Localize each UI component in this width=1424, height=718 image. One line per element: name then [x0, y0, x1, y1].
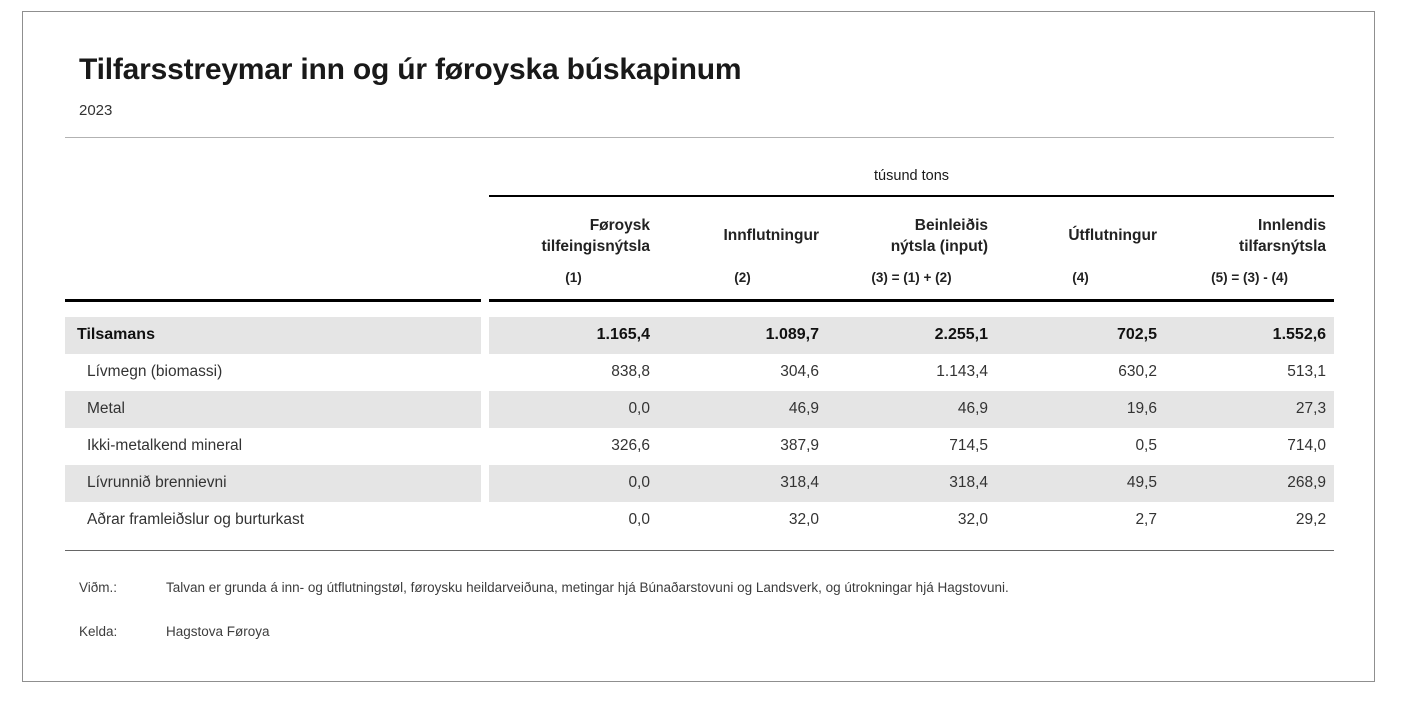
gap-cell [481, 390, 489, 428]
value-cell: 630,2 [1118, 363, 1157, 380]
value-cell: 0,0 [628, 511, 650, 528]
column-header-line: Útflutningur [1068, 227, 1157, 245]
value-cell: 32,0 [788, 511, 819, 528]
value-cell: 387,9 [780, 437, 819, 454]
gap-cell [481, 316, 489, 354]
value-cell: 49,5 [996, 464, 1165, 502]
value-cell: 1.552,6 [1165, 316, 1335, 354]
table-row: Ikki-metalkend mineral 326,6 387,9 714,5… [65, 427, 1334, 465]
column-header-utflutningur: Útflutningur [996, 196, 1165, 262]
column-header-foroysk-tilfeingisnytsla: Føroysk tilfeingisnýtsla [489, 196, 658, 262]
gap-cell [481, 138, 489, 196]
unit-header-row: túsund tons [65, 138, 1335, 197]
data-table: túsund tons Føroysk tilfeingisnýtsla Inn… [65, 138, 1335, 551]
value-cell: 32,0 [957, 511, 988, 528]
value-cell: 19,6 [996, 390, 1165, 428]
table-row: Lívmegn (biomassi) 838,8 304,6 1.143,4 6… [65, 353, 1334, 391]
report-card: Tilfarsstreymar inn og úr føroyska búska… [22, 11, 1375, 682]
column-formula: (5) = (3) - (4) [1165, 262, 1335, 302]
value-cell: 0,5 [1135, 437, 1157, 454]
column-header-innflutningur: Innflutningur [658, 196, 827, 262]
footnote-source: Kelda: Hagstova Føroya [65, 623, 1334, 641]
column-header-line: Innflutningur [723, 227, 819, 245]
row-label: Aðrar framleiðslur og burturkast [87, 511, 305, 528]
corner-cell [65, 138, 481, 196]
footnote-text: Talvan er grunda á inn- og útflutningstø… [166, 580, 1009, 595]
title-divider [65, 137, 1334, 138]
row-label: Metal [65, 390, 481, 428]
column-header-innlendis-tilfarsnytsla: Innlendis tilfarsnýtsla [1165, 196, 1334, 262]
column-header-line: tilfarsnýtsla [1239, 238, 1327, 255]
total-row: Tilsamans 1.165,4 1.089,7 2.255,1 702,5 … [65, 316, 1335, 354]
unit-header: túsund tons [489, 138, 1335, 197]
column-header-row: Føroysk tilfeingisnýtsla Innflutningur B… [65, 196, 1334, 302]
column-header-line: nýtsla (input) [890, 238, 988, 255]
row-label: Lívrunnið brennievni [65, 464, 481, 502]
column-header-line: tilfeingisnýtsla [541, 238, 650, 255]
value-cell: 1.143,4 [936, 363, 988, 380]
value-cell: 714,5 [949, 437, 988, 454]
footnote-label: Kelda: [79, 624, 118, 640]
page-title: Tilfarsstreymar inn og úr føroyska búska… [79, 53, 742, 86]
formula-row: (1) (2) (3) = (1) + (2) (4) (5) = (3) - … [65, 262, 1335, 302]
spacer-row [65, 300, 1335, 317]
value-cell: 0,0 [489, 390, 658, 428]
footnote-remark: Viðm.: Talvan er grunda á inn- og útflut… [65, 579, 1334, 597]
column-header-line: Innlendis [1258, 216, 1327, 234]
column-header-line: Føroysk [589, 216, 650, 234]
value-cell: 0,0 [489, 464, 658, 502]
value-cell: 304,6 [780, 363, 819, 380]
column-formula: (2) [658, 262, 827, 302]
table-row: Aðrar framleiðslur og burturkast 0,0 32,… [65, 501, 1334, 539]
column-header-line: Beinleiðis [914, 216, 988, 234]
gap-cell [481, 501, 489, 539]
gap-cell [481, 464, 489, 502]
value-cell: 1.089,7 [658, 316, 827, 354]
column-header-beinleidis-nytsla: Beinleiðis nýtsla (input) [827, 196, 996, 262]
value-cell: 838,8 [611, 363, 650, 380]
value-cell: 326,6 [611, 437, 650, 454]
footnote-text: Hagstova Føroya [166, 624, 270, 640]
gap-cell [481, 427, 489, 465]
table-bottom-rule [65, 538, 1335, 551]
column-formula: (4) [996, 262, 1165, 302]
table-row: Lívrunnið brennievni 0,0 318,4 318,4 49,… [65, 464, 1335, 502]
footnote-label: Viðm.: [79, 580, 118, 595]
value-cell: 29,2 [1295, 511, 1327, 528]
value-cell: 318,4 [827, 464, 996, 502]
value-cell: 2.255,1 [827, 316, 996, 354]
row-label: Tilsamans [65, 316, 481, 354]
row-label: Lívmegn (biomassi) [87, 363, 223, 380]
value-cell: 714,0 [1287, 437, 1327, 454]
column-formula: (3) = (1) + (2) [827, 262, 996, 302]
value-cell: 1.165,4 [489, 316, 658, 354]
column-formula: (1) [489, 262, 658, 302]
row-label: Ikki-metalkend mineral [87, 437, 243, 454]
value-cell: 46,9 [658, 390, 827, 428]
footnotes: Viðm.: Talvan er grunda á inn- og útflut… [65, 579, 1334, 641]
value-cell: 268,9 [1165, 464, 1335, 502]
table-row: Metal 0,0 46,9 46,9 19,6 27,3 [65, 390, 1335, 428]
value-cell: 318,4 [658, 464, 827, 502]
report-year: 2023 [79, 102, 113, 119]
gap-cell [481, 353, 489, 391]
value-cell: 513,1 [1287, 363, 1327, 380]
value-cell: 46,9 [827, 390, 996, 428]
value-cell: 702,5 [996, 316, 1165, 354]
gap-cell [481, 196, 489, 301]
value-cell: 27,3 [1165, 390, 1335, 428]
row-label-header [65, 196, 481, 302]
value-cell: 2,7 [1135, 511, 1157, 528]
